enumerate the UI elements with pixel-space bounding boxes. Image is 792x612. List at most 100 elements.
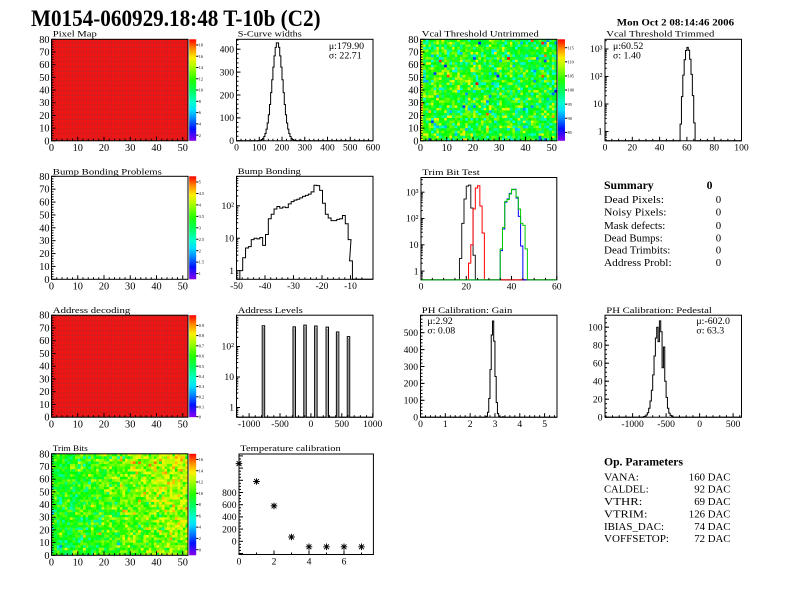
svg-text:1: 1 <box>199 271 201 276</box>
svg-text:Dead Pixels:: Dead Pixels: <box>604 194 664 206</box>
svg-text:500: 500 <box>335 419 350 430</box>
svg-text:30: 30 <box>39 374 49 385</box>
svg-text:PH Calibration: Gain: PH Calibration: Gain <box>422 305 513 315</box>
svg-text:50: 50 <box>178 143 188 154</box>
svg-text:Bump Bonding: Bump Bonding <box>238 166 302 176</box>
svg-text:500: 500 <box>404 328 419 339</box>
svg-text:20: 20 <box>99 143 109 154</box>
svg-text:σ: 22.71: σ: 22.71 <box>329 50 362 61</box>
svg-text:2: 2 <box>468 419 473 430</box>
svg-text:0.6: 0.6 <box>199 354 204 359</box>
svg-text:50: 50 <box>178 558 188 569</box>
svg-text:60: 60 <box>39 336 49 347</box>
svg-text:69 DAC: 69 DAC <box>694 496 730 508</box>
svg-text:1000: 1000 <box>363 419 382 430</box>
svg-text:500: 500 <box>343 143 358 154</box>
svg-text:10: 10 <box>442 143 452 154</box>
svg-text:Address decoding: Address decoding <box>53 305 131 315</box>
svg-text:Address Levels: Address Levels <box>238 305 304 315</box>
svg-text:0: 0 <box>49 419 54 430</box>
svg-text:Address Probl:: Address Probl: <box>604 257 672 269</box>
svg-text:σ: 63.3: σ: 63.3 <box>696 326 724 337</box>
svg-text:50: 50 <box>178 282 188 293</box>
svg-text:60: 60 <box>39 198 49 209</box>
svg-text:1: 1 <box>443 419 448 430</box>
svg-text:5: 5 <box>542 419 547 430</box>
svg-text:40: 40 <box>408 86 418 97</box>
svg-text:60: 60 <box>39 475 49 486</box>
svg-text:40: 40 <box>39 86 49 97</box>
svg-text:0: 0 <box>413 413 418 424</box>
svg-text:0: 0 <box>44 551 49 562</box>
svg-text:0.2: 0.2 <box>199 394 204 399</box>
svg-text:0: 0 <box>413 136 418 147</box>
svg-text:1: 1 <box>414 266 419 277</box>
svg-text:60: 60 <box>593 359 603 370</box>
svg-text:0: 0 <box>234 143 239 154</box>
svg-text:20: 20 <box>39 111 49 122</box>
svg-text:0.4: 0.4 <box>199 374 205 379</box>
svg-text:60: 60 <box>682 143 692 154</box>
svg-text:0: 0 <box>716 207 721 219</box>
svg-text:-40: -40 <box>259 281 272 292</box>
svg-text:20: 20 <box>99 558 109 569</box>
svg-text:30: 30 <box>39 98 49 109</box>
svg-text:50: 50 <box>178 419 188 430</box>
svg-text:20: 20 <box>39 525 49 536</box>
svg-text:Dead Trimbits:: Dead Trimbits: <box>604 245 670 257</box>
svg-text:μ:179.90: μ:179.90 <box>329 41 364 52</box>
svg-text:40: 40 <box>39 500 49 511</box>
svg-text:80: 80 <box>709 143 719 154</box>
svg-text:70: 70 <box>39 48 49 59</box>
svg-text:μ:2.92: μ:2.92 <box>427 316 452 327</box>
svg-text:600: 600 <box>222 500 237 511</box>
svg-text:μ:60.52: μ:60.52 <box>613 41 643 52</box>
svg-text:Mon Oct 2 08:14:46 2006: Mon Oct 2 08:14:46 2006 <box>617 17 734 28</box>
svg-text:2: 2 <box>272 556 277 567</box>
svg-text:12: 12 <box>199 76 203 81</box>
svg-text:0: 0 <box>707 179 713 192</box>
svg-text:-500: -500 <box>657 419 675 430</box>
svg-text:50: 50 <box>547 143 557 154</box>
svg-text:3: 3 <box>199 225 201 230</box>
svg-text:85: 85 <box>568 130 572 135</box>
svg-text:300: 300 <box>404 362 419 373</box>
svg-text:0: 0 <box>418 419 423 430</box>
svg-text:10: 10 <box>593 99 603 110</box>
svg-text:Op. Parameters: Op. Parameters <box>604 456 683 469</box>
svg-text:300: 300 <box>220 67 235 78</box>
svg-text:VANA:: VANA: <box>604 471 639 483</box>
svg-text:0: 0 <box>49 143 54 154</box>
svg-text:6: 6 <box>342 556 347 567</box>
svg-text:16: 16 <box>199 457 203 462</box>
svg-text:1: 1 <box>229 403 234 414</box>
svg-text:4: 4 <box>307 556 312 567</box>
svg-text:0: 0 <box>229 136 234 147</box>
svg-text:0.9: 0.9 <box>199 323 204 328</box>
svg-text:0: 0 <box>716 194 721 206</box>
svg-text:60: 60 <box>39 60 49 71</box>
svg-text:10³: 10³ <box>406 187 419 198</box>
svg-text:105: 105 <box>568 74 574 79</box>
svg-text:100: 100 <box>734 143 749 154</box>
svg-text:0: 0 <box>419 282 424 293</box>
svg-text:0.3: 0.3 <box>199 384 204 389</box>
svg-text:110: 110 <box>568 59 574 64</box>
svg-text:200: 200 <box>404 379 419 390</box>
svg-text:20: 20 <box>408 111 418 122</box>
svg-text:400: 400 <box>404 345 419 356</box>
svg-text:2: 2 <box>199 133 201 138</box>
svg-text:40: 40 <box>39 362 49 373</box>
svg-text:400: 400 <box>320 143 335 154</box>
svg-text:10²: 10² <box>222 342 235 353</box>
svg-text:20: 20 <box>99 282 109 293</box>
svg-text:20: 20 <box>593 395 603 406</box>
svg-text:10: 10 <box>73 282 83 293</box>
svg-text:0: 0 <box>44 136 49 147</box>
svg-text:30: 30 <box>408 98 418 109</box>
svg-text:0: 0 <box>49 558 54 569</box>
svg-text:10: 10 <box>39 400 49 411</box>
svg-text:800: 800 <box>222 488 237 499</box>
svg-text:14: 14 <box>199 468 204 473</box>
svg-text:Pixel Map: Pixel Map <box>53 29 97 39</box>
